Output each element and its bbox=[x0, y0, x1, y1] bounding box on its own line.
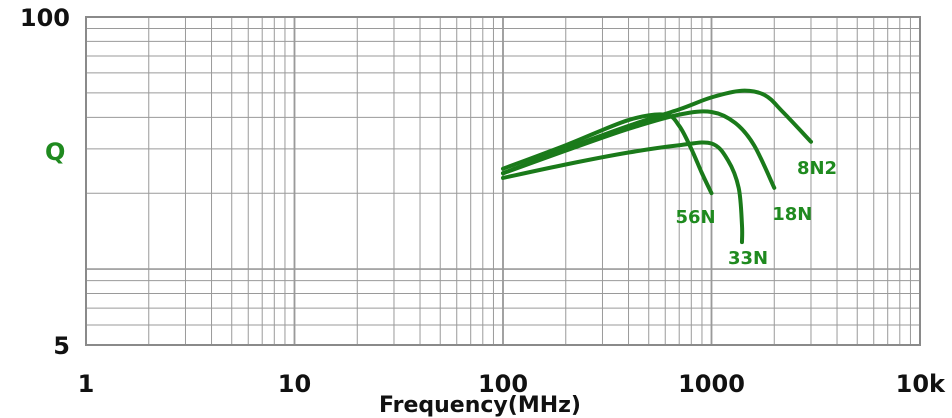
tick-labels: 1 10 100 1000 10k 100 5 bbox=[20, 4, 946, 398]
x-tick-label: 10 bbox=[278, 370, 311, 398]
y-axis-label: Q bbox=[45, 138, 65, 166]
series-label-18n: 18N bbox=[772, 204, 812, 225]
series-label-33n: 33N bbox=[728, 248, 768, 269]
x-tick-label: 1000 bbox=[678, 370, 745, 398]
x-tick-label: 1 bbox=[78, 370, 95, 398]
series-labels: 8N2 18N 56N 33N bbox=[676, 158, 838, 269]
y-tick-label: 5 bbox=[53, 332, 70, 360]
series-line-33n bbox=[501, 140, 745, 245]
x-tick-label: 10k bbox=[896, 370, 946, 398]
series-label-56n: 56N bbox=[676, 207, 716, 228]
series-label-8n2: 8N2 bbox=[797, 158, 837, 179]
x-axis-label: Frequency(MHz) bbox=[379, 393, 581, 418]
series-curves bbox=[501, 88, 813, 245]
grid-lines bbox=[85, 16, 921, 346]
x-tick-label: 100 bbox=[478, 370, 528, 398]
series-line-56n bbox=[501, 112, 714, 196]
y-tick-label: 100 bbox=[20, 4, 70, 32]
series-line-18n bbox=[501, 109, 777, 190]
plot-frame bbox=[85, 16, 921, 346]
